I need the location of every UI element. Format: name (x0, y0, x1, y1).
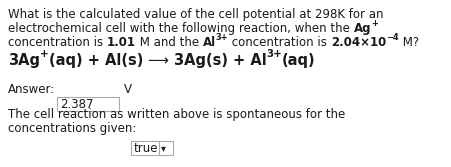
Text: What is the calculated value of the cell potential at 298K for an: What is the calculated value of the cell… (8, 8, 382, 21)
Text: 1.01: 1.01 (106, 36, 136, 49)
Text: concentration is: concentration is (228, 36, 330, 49)
FancyBboxPatch shape (57, 97, 119, 111)
Text: −4: −4 (386, 33, 398, 42)
Text: 2.04×10: 2.04×10 (330, 36, 386, 49)
Text: 3Ag: 3Ag (8, 53, 40, 68)
Text: Ag: Ag (353, 22, 370, 35)
Text: concentrations given:: concentrations given: (8, 122, 136, 135)
Text: concentration is: concentration is (8, 36, 106, 49)
Text: Al: Al (202, 36, 216, 49)
Text: The cell reaction as written above is spontaneous for the: The cell reaction as written above is sp… (8, 108, 345, 121)
Text: +: + (40, 49, 49, 59)
Text: ▾: ▾ (161, 143, 166, 153)
Text: (aq): (aq) (281, 53, 315, 68)
Text: 3Ag(s) + Al: 3Ag(s) + Al (173, 53, 266, 68)
Text: (aq) + Al(s): (aq) + Al(s) (49, 53, 148, 68)
Text: +: + (370, 19, 377, 28)
Text: ⟶: ⟶ (148, 53, 173, 68)
Text: true: true (133, 141, 158, 154)
Text: 3+: 3+ (216, 33, 228, 42)
Text: 2.387: 2.387 (60, 98, 93, 111)
Text: M?: M? (398, 36, 418, 49)
Text: electrochemical cell with the following reaction, when the: electrochemical cell with the following … (8, 22, 353, 35)
Text: 3+: 3+ (266, 49, 281, 59)
FancyBboxPatch shape (131, 141, 173, 155)
Text: M and the: M and the (136, 36, 202, 49)
Text: V: V (124, 83, 132, 96)
Text: Answer:: Answer: (8, 83, 55, 96)
